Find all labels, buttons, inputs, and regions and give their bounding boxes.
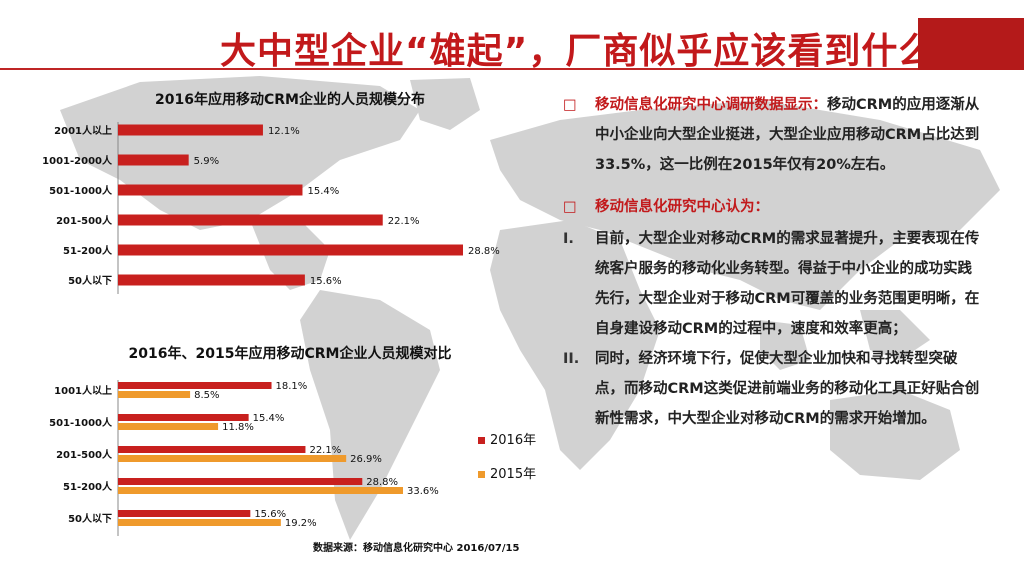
category-label: 1001人以上 — [54, 384, 112, 397]
category-label: 501-1000人 — [49, 184, 113, 197]
page-title: 大中型企业“雄起”，厂商似乎应该看到什么 — [220, 31, 936, 72]
chart-title: 2016年、2015年应用移动CRM企业人员规模对比 — [129, 345, 452, 362]
data-label: 33.6% — [407, 486, 439, 497]
category-label: 51-200人 — [63, 244, 113, 257]
category-label: 2001人以上 — [54, 124, 112, 137]
legend-swatch — [478, 437, 485, 444]
findings-panel: □ 移动信息化研究中心调研数据显示：移动CRM的应用逐渐从中小企业向大型企业挺进… — [563, 90, 983, 434]
finding-2-lead: 移动信息化研究中心认为： — [595, 199, 769, 215]
bar-2016 — [118, 446, 306, 453]
finding-1-text: 移动CRM的应用逐渐从中小企业向大型企业挺进，大型企业应用移动CRM占比达到33… — [595, 97, 980, 173]
bar-2016 — [118, 244, 463, 256]
bar-2016 — [118, 124, 263, 136]
bar-2015 — [118, 391, 191, 398]
data-label: 8.5% — [194, 390, 219, 401]
data-label: 18.1% — [276, 381, 308, 392]
category-label: 201-500人 — [56, 214, 113, 227]
data-label: 11.8% — [222, 422, 254, 433]
finding-1-lead: 移动信息化研究中心调研数据显示： — [595, 97, 827, 113]
bullet-box-icon: □ — [563, 97, 577, 113]
numbered-item-1: I. 目前，大型企业对移动CRM的需求显著提升，主要表现在传统客户服务的移动化业… — [563, 224, 983, 344]
data-source-note: 数据来源：移动信息化研究中心 2016/07/15 — [313, 543, 520, 554]
title-accent-block — [918, 18, 1024, 70]
data-label: 28.8% — [468, 246, 500, 257]
category-label: 51-200人 — [63, 480, 113, 493]
chart-2016-2015-comparison: 2016年、2015年应用移动CRM企业人员规模对比 1001人以上 18.1% 8.… — [49, 345, 536, 536]
item-text: 目前，大型企业对移动CRM的需求显著提升，主要表现在传统客户服务的移动化业务转型… — [595, 231, 980, 337]
bar-2015 — [118, 423, 219, 430]
category-label: 50人以下 — [68, 512, 112, 525]
bar-2016 — [118, 214, 383, 226]
data-label: 12.1% — [268, 126, 300, 137]
data-label: 22.1% — [388, 216, 420, 227]
legend-label: 2016年 — [490, 433, 536, 448]
data-label: 15.4% — [253, 413, 285, 424]
data-label: 26.9% — [350, 454, 382, 465]
bar-2016 — [118, 274, 305, 286]
bar-2016 — [118, 478, 363, 485]
data-label: 15.4% — [307, 186, 339, 197]
category-label: 201-500人 — [56, 448, 113, 461]
bar-2016 — [118, 414, 249, 421]
data-label: 15.6% — [310, 276, 342, 287]
item-text: 同时，经济环境下行，促使大型企业加快和寻找转型突破点，而移动CRM这类促进前端业… — [595, 351, 980, 427]
data-label: 22.1% — [309, 445, 341, 456]
bar-2016 — [118, 154, 189, 166]
category-label: 1001-2000人 — [42, 154, 113, 167]
data-label: 28.8% — [366, 477, 398, 488]
chart-title: 2016年应用移动CRM企业的人员规模分布 — [155, 91, 425, 108]
legend-swatch — [478, 471, 485, 478]
data-label: 5.9% — [194, 156, 219, 167]
item-number: II. — [563, 351, 580, 367]
finding-paragraph-1: □ 移动信息化研究中心调研数据显示：移动CRM的应用逐渐从中小企业向大型企业挺进… — [563, 90, 983, 180]
category-label: 50人以下 — [68, 274, 112, 287]
finding-paragraph-2: □ 移动信息化研究中心认为： — [563, 192, 983, 222]
bar-2016 — [118, 510, 251, 517]
bar-2016 — [118, 184, 303, 196]
category-label: 501-1000人 — [49, 416, 113, 429]
item-number: I. — [563, 231, 574, 247]
data-label: 15.6% — [254, 509, 286, 520]
bar-2015 — [118, 519, 281, 526]
bar-2016 — [118, 382, 272, 389]
data-label: 19.2% — [285, 518, 317, 529]
numbered-item-2: II. 同时，经济环境下行，促使大型企业加快和寻找转型突破点，而移动CRM这类促… — [563, 344, 983, 434]
chart-2016-distribution: 2016年应用移动CRM企业的人员规模分布 2001人以上 12.1% 1001-20… — [42, 91, 500, 294]
title-underline — [0, 68, 918, 70]
bar-2015 — [118, 487, 403, 494]
bar-2015 — [118, 455, 347, 462]
legend-label: 2015年 — [490, 467, 536, 482]
bullet-box-icon: □ — [563, 199, 577, 215]
